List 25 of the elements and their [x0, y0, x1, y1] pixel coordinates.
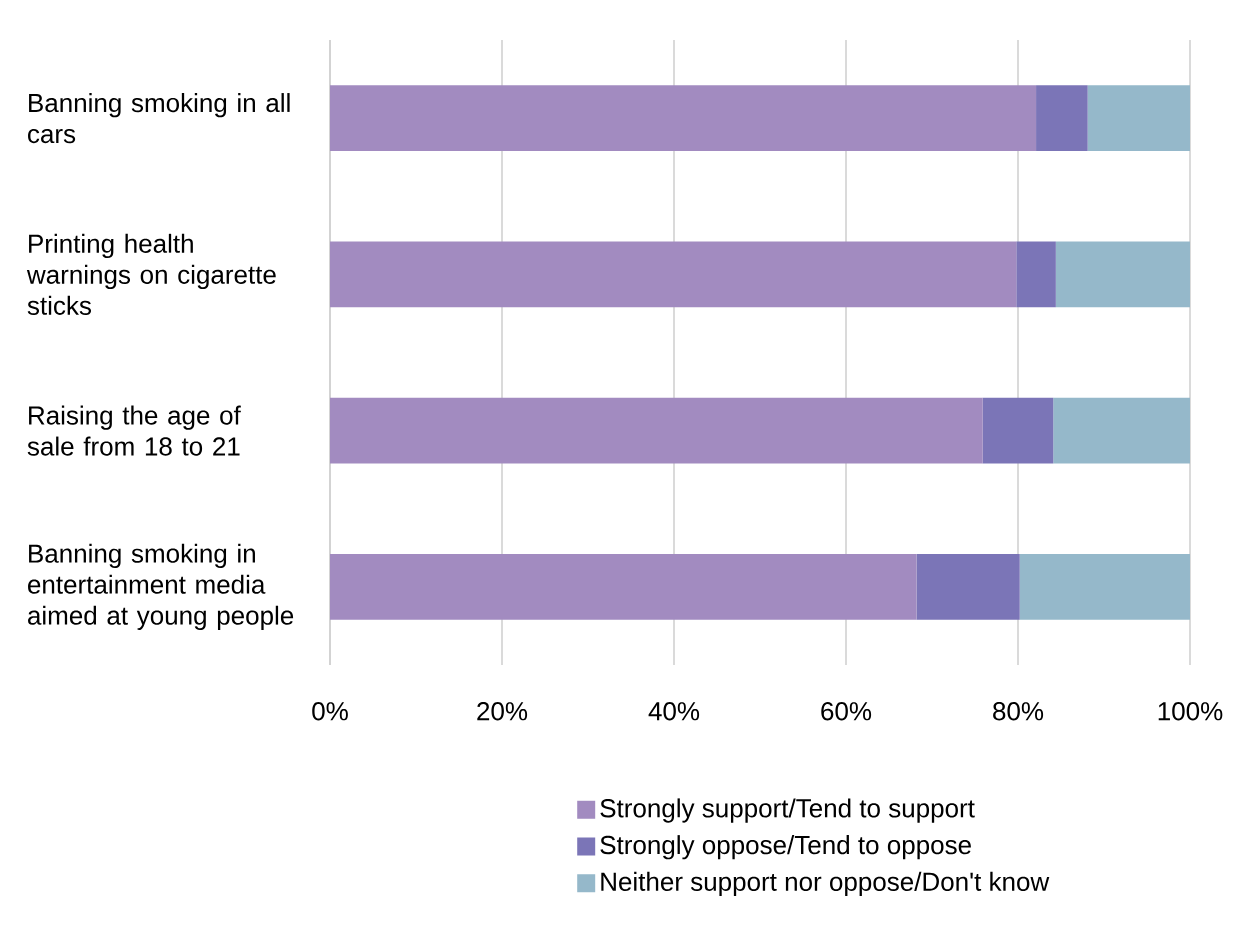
- x-tick-label: 40%: [648, 702, 700, 721]
- y-tick-label: Raising the age of sale from 18 to 21: [27, 405, 241, 456]
- y-tick-label: Printing health warnings on cigarette sticks: [26, 233, 276, 315]
- bar: [982, 397, 1054, 464]
- legend-label: Neither support nor oppose/Don't know: [601, 871, 1050, 897]
- bar: [330, 397, 983, 464]
- bar: [1036, 85, 1088, 151]
- x-tick-label: 100%: [1158, 702, 1223, 721]
- x-tick-label: 20%: [477, 702, 528, 721]
- legend-label: Strongly support/Tend to support: [600, 798, 975, 823]
- y-tick-label: Banning smoking in entertainment media aimed at young people: [28, 543, 294, 630]
- bar: [330, 241, 1017, 308]
- x-tick-label: 80%: [993, 702, 1044, 721]
- bar: [330, 554, 917, 620]
- x-tick-label: 60%: [821, 702, 872, 721]
- bar: [1055, 241, 1190, 308]
- bar: [1019, 554, 1190, 620]
- x-tick-label: 0%: [312, 702, 348, 721]
- bar: [916, 554, 1020, 620]
- legend-label: Strongly oppose/Tend to oppose: [600, 835, 971, 860]
- bar: [1016, 241, 1056, 308]
- bar: [1053, 397, 1190, 464]
- bar: [1087, 85, 1190, 151]
- bar: [330, 85, 1037, 151]
- y-tick-label: Banning smoking in all cars: [28, 93, 290, 144]
